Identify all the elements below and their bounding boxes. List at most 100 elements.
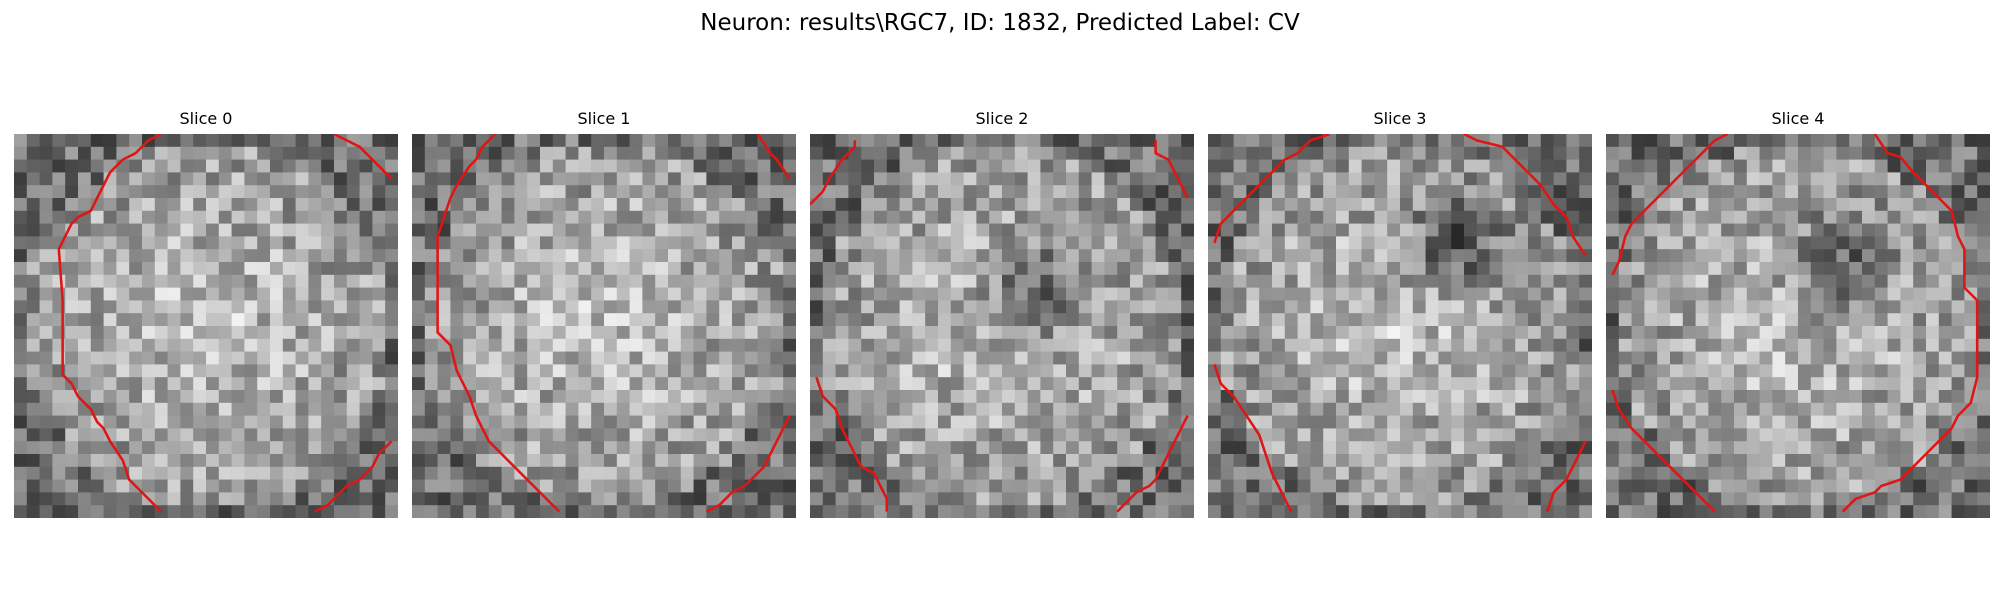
image-pixel — [668, 454, 682, 468]
image-pixel — [1387, 492, 1401, 506]
image-pixel — [642, 210, 656, 224]
image-pixel — [1464, 326, 1478, 340]
image-pixel — [65, 198, 79, 212]
image-pixel — [950, 505, 964, 518]
image-pixel — [1631, 492, 1645, 506]
image-pixel — [719, 146, 733, 160]
image-pixel — [732, 134, 746, 148]
image-pixel — [103, 287, 117, 301]
image-pixel — [295, 274, 309, 288]
image-pixel — [1387, 377, 1401, 391]
image-pixel — [668, 300, 682, 314]
image-pixel — [295, 338, 309, 352]
image-pixel — [1040, 313, 1054, 327]
image-pixel — [1606, 466, 1620, 480]
image-pixel — [129, 300, 143, 314]
image-pixel — [26, 364, 40, 378]
image-pixel — [1874, 454, 1888, 468]
image-pixel — [604, 492, 618, 506]
image-pixel — [193, 198, 207, 212]
image-pixel — [693, 210, 707, 224]
image-pixel — [1772, 185, 1786, 199]
image-pixel — [835, 236, 849, 250]
image-pixel — [642, 390, 656, 404]
image-pixel — [629, 492, 643, 506]
image-pixel — [103, 326, 117, 340]
image-pixel — [1091, 172, 1105, 186]
image-pixel — [552, 313, 566, 327]
image-pixel — [1502, 402, 1516, 416]
image-pixel — [732, 287, 746, 301]
image-pixel — [732, 326, 746, 340]
image-pixel — [206, 210, 220, 224]
image-pixel — [385, 492, 398, 506]
image-pixel — [719, 428, 733, 442]
image-pixel — [1618, 274, 1632, 288]
image-pixel — [1053, 172, 1067, 186]
image-pixel — [1425, 210, 1439, 224]
image-pixel — [1297, 415, 1311, 429]
image-pixel — [1618, 134, 1632, 148]
image-pixel — [1323, 428, 1337, 442]
image-pixel — [1374, 441, 1388, 455]
image-pixel — [1964, 198, 1978, 212]
image-pixel — [1553, 466, 1567, 480]
image-pixel — [835, 364, 849, 378]
image-pixel — [1695, 198, 1709, 212]
image-pixel — [1130, 428, 1144, 442]
image-pixel — [1438, 300, 1452, 314]
image-pixel — [1272, 428, 1286, 442]
image-pixel — [1259, 159, 1273, 173]
image-pixel — [1798, 454, 1812, 468]
image-pixel — [604, 415, 618, 429]
image-pixel — [372, 249, 386, 263]
image-pixel — [1618, 146, 1632, 160]
image-pixel — [1964, 210, 1978, 224]
image-pixel — [950, 249, 964, 263]
image-pixel — [1951, 364, 1965, 378]
image-pixel — [372, 300, 386, 314]
image-pixel — [1425, 505, 1439, 518]
image-pixel — [578, 338, 592, 352]
image-pixel — [616, 198, 630, 212]
image-pixel — [565, 479, 579, 493]
image-pixel — [1938, 223, 1952, 237]
image-pixel — [1682, 326, 1696, 340]
image-pixel — [1798, 262, 1812, 276]
image-pixel — [1489, 338, 1503, 352]
image-pixel — [1566, 274, 1580, 288]
image-pixel — [476, 210, 490, 224]
image-pixel — [270, 172, 284, 186]
image-pixel — [989, 466, 1003, 480]
image-pixel — [193, 441, 207, 455]
image-pixel — [1489, 479, 1503, 493]
image-pixel — [78, 428, 92, 442]
image-pixel — [616, 364, 630, 378]
image-pixel — [810, 287, 824, 301]
image-pixel — [874, 441, 888, 455]
image-pixel — [1117, 364, 1131, 378]
image-pixel — [1938, 210, 1952, 224]
image-pixel — [1142, 326, 1156, 340]
image-pixel — [706, 313, 720, 327]
image-pixel — [950, 454, 964, 468]
image-pixel — [591, 454, 605, 468]
image-pixel — [1579, 210, 1592, 224]
image-pixel — [514, 479, 528, 493]
image-pixel — [732, 223, 746, 237]
image-pixel — [629, 326, 643, 340]
image-pixel — [295, 134, 309, 148]
image-pixel — [334, 454, 348, 468]
image-pixel — [757, 492, 771, 506]
image-pixel — [616, 249, 630, 263]
image-pixel — [14, 415, 28, 429]
image-pixel — [244, 492, 258, 506]
image-pixel — [1977, 377, 1990, 391]
image-pixel — [1310, 262, 1324, 276]
image-pixel — [231, 377, 245, 391]
image-pixel — [989, 210, 1003, 224]
image-pixel — [1464, 505, 1478, 518]
image-pixel — [925, 249, 939, 263]
image-pixel — [835, 466, 849, 480]
image-pixel — [565, 236, 579, 250]
